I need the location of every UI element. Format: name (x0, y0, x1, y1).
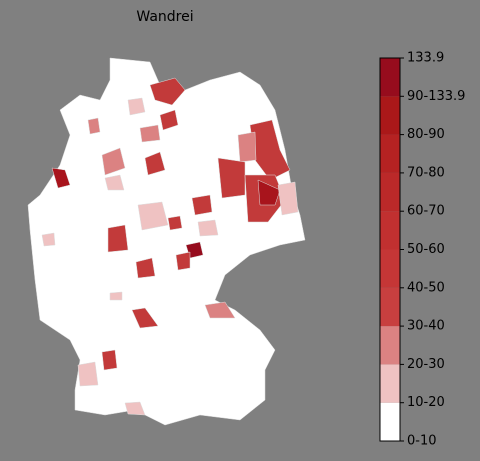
region (87, 117, 101, 135)
colorbar-label: 0-10 (407, 434, 437, 449)
region (204, 301, 236, 319)
germany-map (27, 57, 306, 426)
colorbar-label: 70-80 (407, 165, 445, 180)
colorbar-segment (380, 287, 400, 327)
region (149, 77, 186, 106)
region (191, 194, 213, 216)
region (135, 257, 156, 279)
colorbar-label: 10-20 (407, 395, 445, 410)
colorbar-label: 60-70 (407, 204, 445, 219)
colorbar-segment (380, 172, 400, 212)
colorbar-label: 30-40 (407, 319, 445, 334)
colorbar-segment (380, 249, 400, 288)
colorbar-label: 80-90 (407, 127, 445, 142)
map-title: Wandrei (136, 9, 193, 25)
region (101, 349, 118, 371)
colorbar-label: 50-60 (407, 242, 445, 257)
region (124, 401, 146, 416)
region (139, 124, 161, 143)
colorbar-segment (380, 364, 400, 403)
colorbar-label: 133.9 (407, 51, 444, 66)
region (107, 224, 129, 253)
region (137, 201, 169, 231)
colorbar-segment (380, 402, 400, 441)
colorbar-segment (380, 326, 400, 365)
region (144, 151, 166, 176)
region (127, 97, 146, 116)
region (41, 232, 56, 247)
region (257, 179, 281, 206)
region (159, 109, 179, 131)
colorbar-segment (380, 96, 400, 135)
region (104, 174, 125, 191)
region (77, 361, 99, 387)
colorbar-segment (380, 211, 400, 250)
region (197, 219, 219, 237)
region (277, 181, 299, 216)
region (175, 251, 191, 271)
region (167, 215, 183, 231)
region (217, 157, 246, 199)
colorbar: 0-10 10-20 20-30 30-40 40-50 50-60 60-70 70-80 8… (379, 51, 465, 449)
region (101, 147, 126, 176)
region (237, 131, 257, 163)
country-shape (27, 57, 306, 426)
region (109, 291, 123, 301)
colorbar-segment (380, 134, 400, 173)
region (51, 167, 71, 189)
colorbar-label: 90-133.9 (407, 89, 465, 104)
colorbar-segment (380, 58, 400, 97)
colorbar-label: 40-50 (407, 280, 445, 295)
colorbar-label: 20-30 (407, 357, 445, 372)
region (131, 307, 159, 329)
